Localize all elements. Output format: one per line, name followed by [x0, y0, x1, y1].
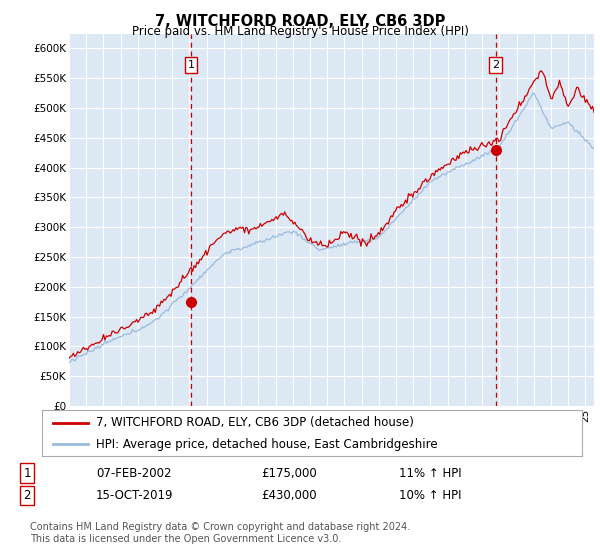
Text: 07-FEB-2002: 07-FEB-2002 — [96, 466, 172, 480]
Text: £175,000: £175,000 — [261, 466, 317, 480]
Text: 1: 1 — [187, 60, 194, 70]
Text: 2: 2 — [492, 60, 499, 70]
Text: Contains HM Land Registry data © Crown copyright and database right 2024.
This d: Contains HM Land Registry data © Crown c… — [30, 522, 410, 544]
Text: Price paid vs. HM Land Registry's House Price Index (HPI): Price paid vs. HM Land Registry's House … — [131, 25, 469, 38]
Text: 15-OCT-2019: 15-OCT-2019 — [96, 489, 173, 502]
Text: 10% ↑ HPI: 10% ↑ HPI — [399, 489, 461, 502]
Text: 7, WITCHFORD ROAD, ELY, CB6 3DP (detached house): 7, WITCHFORD ROAD, ELY, CB6 3DP (detache… — [96, 417, 414, 430]
Text: 11% ↑ HPI: 11% ↑ HPI — [399, 466, 461, 480]
Text: HPI: Average price, detached house, East Cambridgeshire: HPI: Average price, detached house, East… — [96, 437, 437, 450]
Text: £430,000: £430,000 — [261, 489, 317, 502]
Text: 2: 2 — [23, 489, 31, 502]
Text: 1: 1 — [23, 466, 31, 480]
Text: 7, WITCHFORD ROAD, ELY, CB6 3DP: 7, WITCHFORD ROAD, ELY, CB6 3DP — [155, 14, 445, 29]
